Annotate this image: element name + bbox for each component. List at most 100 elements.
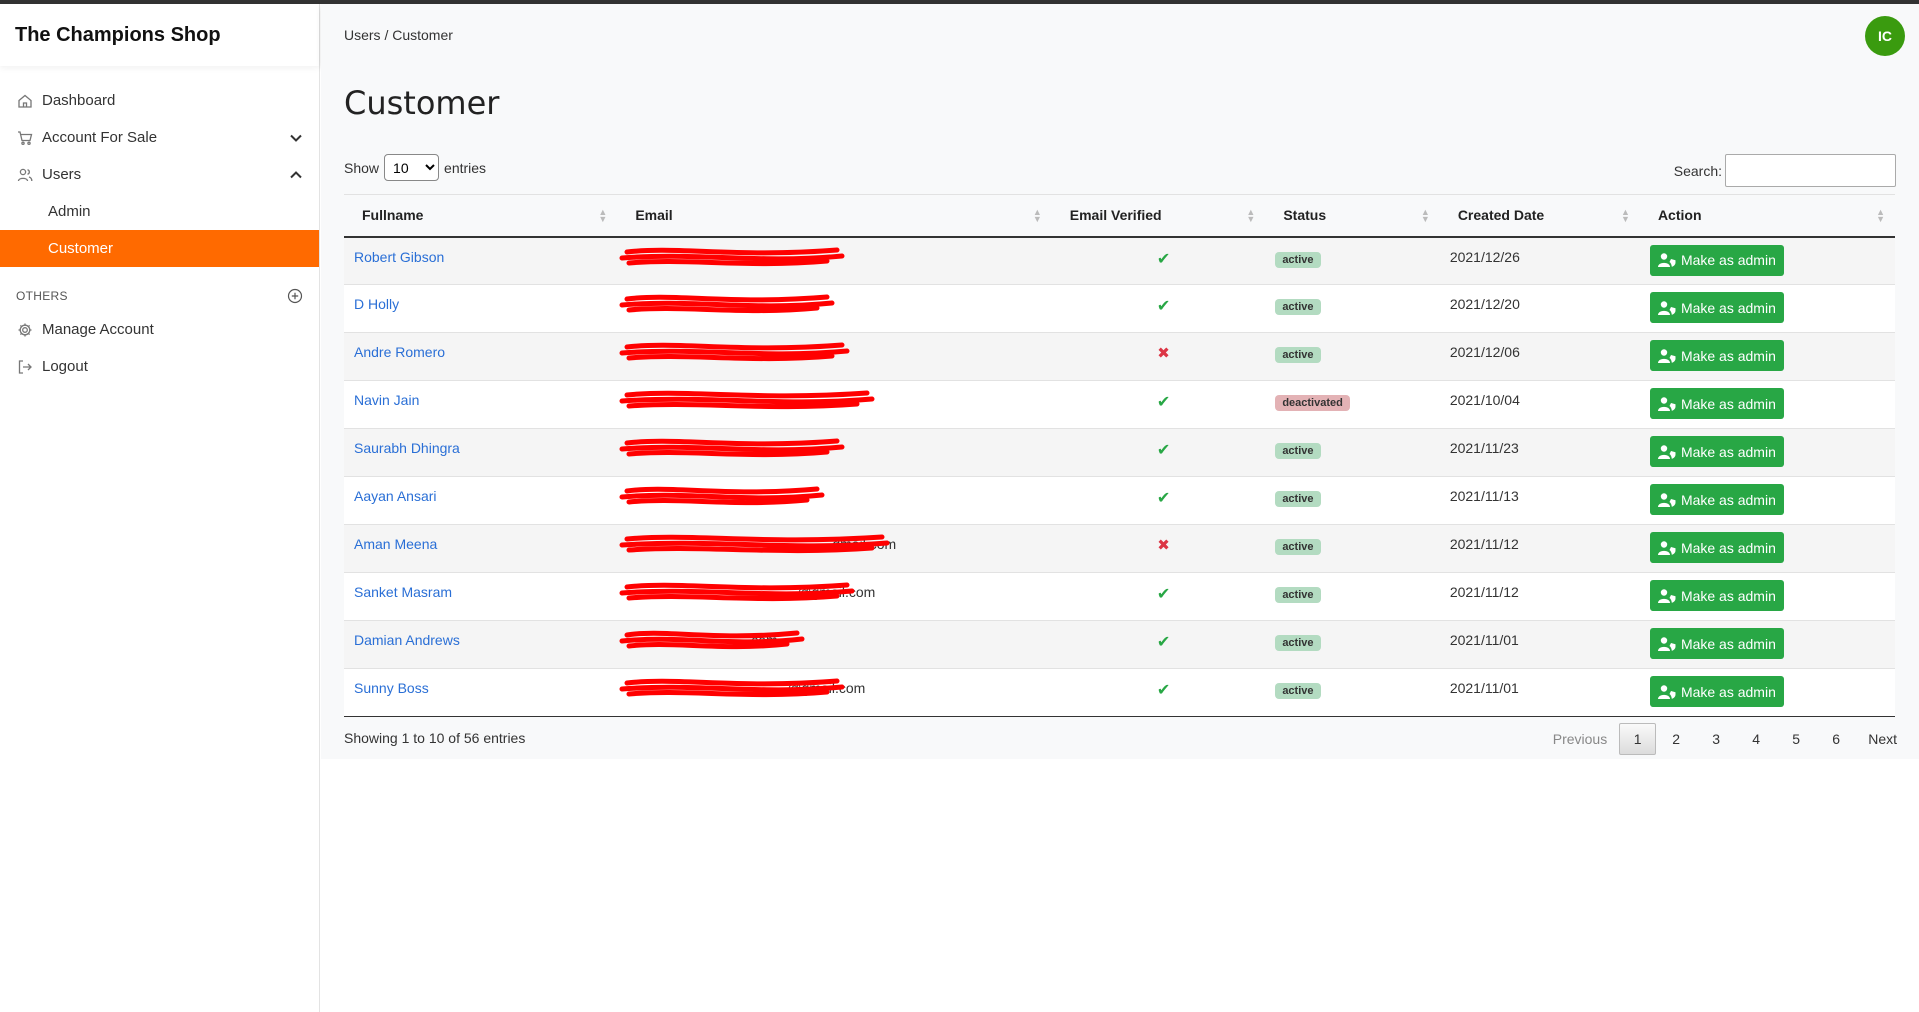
sidebar: The Champions Shop Dashboard Account For… [0,4,320,1012]
make-admin-button[interactable]: Make as admin [1649,292,1784,323]
cell-created-date: 2021/11/12 [1439,572,1640,621]
page-size-select[interactable]: 102550100 [384,154,440,181]
pagination-page-5[interactable]: 5 [1792,731,1801,747]
make-admin-label: Make as admin [1680,252,1776,268]
make-admin-button[interactable]: Make as admin [1649,676,1784,707]
chevron-up-icon[interactable] [289,168,303,182]
top-bar: Users / Customer IC [321,4,1919,66]
email-text: @gmail.com [787,680,866,696]
pagination-page-6[interactable]: 6 [1832,731,1841,747]
cell-action: Make as admin [1639,668,1895,717]
column-header-created-date[interactable]: Created Date ▲ ▼ [1439,194,1640,238]
customer-name-link[interactable]: Sanket Masram [354,584,453,600]
cell-created-date: 2021/11/01 [1439,620,1640,669]
status-badge: deactivated [1275,395,1350,411]
sidebar-item-label: Users [42,166,82,183]
customer-name-link[interactable]: Saurabh Dhingra [354,440,460,456]
column-header-label: Status [1283,207,1327,224]
cell-created-date: 2021/12/20 [1439,284,1640,333]
cell-email [617,284,1052,333]
make-admin-button[interactable]: Make as admin [1649,244,1784,276]
window-top-strip [0,0,1919,4]
make-admin-label: Make as admin [1680,395,1776,412]
sidebar-item-label: Dashboard [42,92,116,109]
cell-email: .com [617,620,1052,669]
make-admin-button[interactable]: Make as admin [1649,580,1784,611]
customer-name-link[interactable]: Navin Jain [354,392,420,408]
cell-email: @gmail.com [617,668,1052,717]
pagination-previous[interactable]: Previous [1552,731,1608,747]
sort-icon: ▲ ▼ [1246,207,1256,224]
table-row: Sanket Masram @gmail.com ✔ active 2021/11/12… [344,572,1895,621]
sidebar-item-manage-account[interactable]: Manage Account [0,311,319,348]
cell-email-verified: ✔ [1051,476,1266,525]
pagination-page-3[interactable]: 3 [1712,731,1721,747]
make-admin-button[interactable]: Make as admin [1649,628,1784,659]
search-input[interactable] [1725,154,1896,187]
cell-email: @gmail.com [617,572,1052,621]
pagination-next[interactable]: Next [1868,731,1897,747]
cell-fullname: Sunny Boss [344,668,618,717]
email-text [627,344,792,360]
cell-email-verified: ✔ [1051,380,1266,429]
make-admin-button[interactable]: Make as admin [1649,484,1784,515]
table-body: Robert Gibson ✔ active 2021/12/26 Make as ad… [344,236,1895,717]
avatar[interactable]: IC [1865,16,1905,56]
pagination-page-4[interactable]: 4 [1752,731,1761,747]
cell-fullname: Saurabh Dhingra [344,428,618,477]
column-header-fullname[interactable]: Fullname ▲ ▼ [344,194,618,238]
column-header-email-verified[interactable]: Email Verified ▲ ▼ [1051,194,1266,238]
column-header-action[interactable]: Action ▲ ▼ [1639,194,1895,238]
cell-email-verified: ✔ [1051,284,1266,333]
cell-email: gmail.com [617,524,1052,573]
column-header-status[interactable]: Status ▲ ▼ [1265,194,1440,238]
status-badge: active [1275,443,1321,459]
pagination-page-1[interactable]: 1 [1619,723,1657,755]
make-admin-button[interactable]: Make as admin [1649,532,1784,563]
user-shield-icon [1657,588,1676,603]
customer-name-link[interactable]: D Holly [354,296,400,312]
cell-fullname: Aman Meena [344,524,618,573]
cell-action: Make as admin [1639,284,1895,333]
customer-name-link[interactable]: Andre Romero [354,344,446,360]
make-admin-button[interactable]: Make as admin [1649,436,1784,467]
sidebar-item-label: Manage Account [42,321,154,338]
page-length-control: Show 102550100 entries [344,154,486,181]
customer-name-link[interactable]: Sunny Boss [354,680,429,696]
sidebar-subitem-admin[interactable]: Admin [48,203,91,220]
sidebar-item-logout[interactable]: Logout [0,348,319,385]
created-date: 2021/11/23 [1449,440,1519,456]
email-text [627,488,767,504]
chevron-down-icon[interactable] [289,131,303,145]
customer-name-link[interactable]: Robert Gibson [354,248,445,265]
others-section-title: OTHERS [0,281,319,311]
make-admin-button[interactable]: Make as admin [1649,388,1784,419]
sidebar-item-users[interactable]: Users [0,156,319,193]
cell-created-date: 2021/11/13 [1439,476,1640,525]
customer-name-link[interactable]: Damian Andrews [354,632,460,648]
cell-action: Make as admin [1639,236,1895,285]
make-admin-button[interactable]: Make as admin [1649,340,1784,371]
cell-status: active [1265,476,1440,525]
table-row: Aayan Ansari ✔ active 2021/11/13 Make as adm… [344,476,1895,525]
customer-name-link[interactable]: Aman Meena [354,536,438,552]
cell-fullname: Robert Gibson [344,236,618,285]
sidebar-item-dashboard[interactable]: Dashboard [0,82,319,119]
pagination-page-2[interactable]: 2 [1672,731,1681,747]
add-circle-icon[interactable] [287,288,303,304]
cell-email-verified: ✔ [1051,668,1266,717]
created-date: 2021/12/20 [1449,296,1520,312]
status-badge: active [1275,539,1321,555]
user-shield-icon [1657,684,1676,699]
brand-title[interactable]: The Champions Shop [0,4,319,66]
sidebar-subitem-customer[interactable]: Customer [0,230,319,267]
column-header-email[interactable]: Email ▲ ▼ [617,194,1052,238]
cell-fullname: Navin Jain [344,380,618,429]
sidebar-item-account-for-sale[interactable]: Account For Sale [0,119,319,156]
search-label: Search: [1673,162,1722,179]
customer-name-link[interactable]: Aayan Ansari [354,488,437,504]
make-admin-label: Make as admin [1680,491,1776,508]
cross-icon: ✖ [1157,537,1170,554]
entries-label: entries [444,159,487,176]
status-badge: active [1275,635,1321,651]
